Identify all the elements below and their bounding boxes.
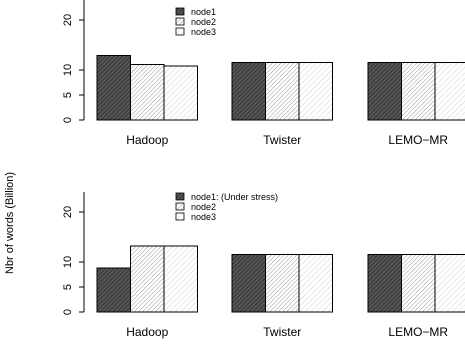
y-tick-label: 5 (62, 284, 74, 290)
bar (367, 254, 402, 313)
y-tick-label: 20 (62, 14, 74, 26)
bar (298, 254, 333, 313)
legend-swatch (175, 27, 185, 36)
bar (298, 62, 333, 121)
y-tick-label: 20 (62, 206, 74, 218)
y-tick-label: 10 (62, 256, 74, 268)
bar (130, 245, 165, 313)
bar (231, 254, 266, 313)
bar (163, 65, 198, 121)
category-label: Hadoop (126, 133, 168, 147)
bar (130, 64, 165, 121)
y-axis-label: Nbr of words (Billion) (4, 172, 16, 274)
bar (96, 267, 131, 313)
bar (434, 254, 465, 313)
y-tick-label: 5 (62, 92, 74, 98)
y-tick-label: 10 (62, 64, 74, 76)
legend-swatch (175, 212, 185, 221)
legend-swatch (175, 7, 185, 16)
bar (265, 254, 300, 313)
bar (231, 62, 266, 121)
bar (401, 62, 436, 121)
legend-swatch (175, 202, 185, 211)
legend-label: node2 (191, 17, 216, 27)
legend-label: node1 (191, 7, 216, 17)
category-label: Hadoop (126, 325, 168, 339)
bar (265, 62, 300, 121)
bar (163, 245, 198, 313)
chart-panel-2: 0 5 10 20 Hadoop Twister LEMO−MR node1: (Under … (62, 192, 465, 339)
y-tick-label: 0 (62, 309, 74, 315)
legend-label: node3 (191, 27, 216, 37)
bar (401, 254, 436, 313)
legend-label: node1: (Under stress) (191, 192, 278, 202)
category-label: LEMO−MR (388, 325, 448, 339)
legend-label: node3 (191, 212, 216, 222)
bar (96, 55, 131, 121)
legend-swatch (175, 192, 185, 201)
bar (367, 62, 402, 121)
category-label: Twister (263, 325, 301, 339)
legend-swatch (175, 17, 185, 26)
category-label: LEMO−MR (388, 133, 448, 147)
legend-label: node2 (191, 202, 216, 212)
bar (434, 62, 465, 121)
category-label: Twister (263, 133, 301, 147)
chart-panel-1: 0 5 10 20 Hadoop Twister LEMO−MR node1node2node… (62, 0, 465, 147)
y-tick-label: 0 (62, 117, 74, 123)
